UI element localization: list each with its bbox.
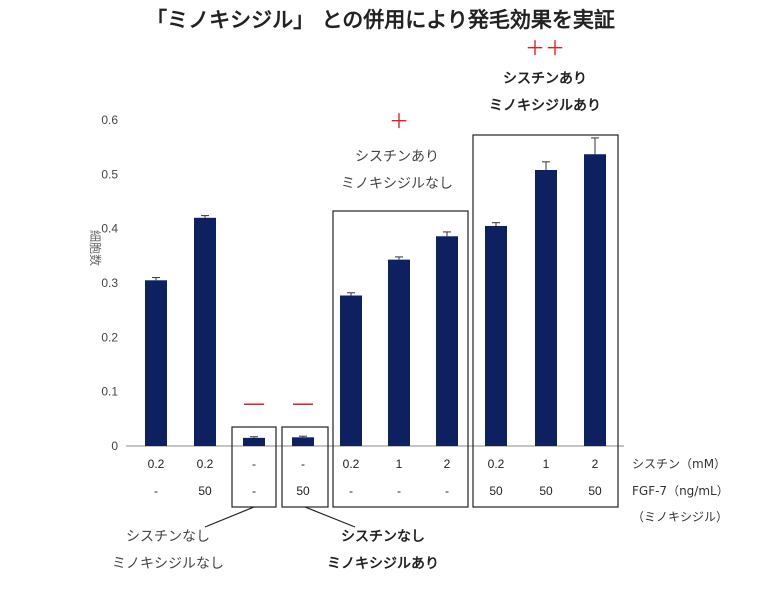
fgf-tick-label: - [445,484,449,498]
error-bar [443,231,451,237]
minus-mark-2: ― [293,391,313,415]
error-bar [347,292,355,296]
row-label-fgf: FGF-7（ng/mL） [632,484,729,498]
cystine-tick-label: 0.2 [488,457,505,471]
callout-line-left [204,506,255,528]
error-bar [299,435,307,438]
group1-label-line2: ミノキシジルなし [112,556,224,572]
error-bar [395,256,403,260]
fgf-tick-label: 50 [539,484,553,498]
callout-line-right [304,506,356,528]
y-axis-label: 細胞数 [88,230,103,266]
y-tick-label: 0.2 [101,330,118,344]
cystine-tick-label: 1 [396,457,403,471]
bar [584,154,606,447]
cystine-tick-label: - [252,457,256,471]
bar [292,437,314,446]
fgf-tick-label: - [154,484,158,498]
group2-label-line2: ミノキシジルあり [327,556,439,572]
cystine-tick-label: 0.2 [148,457,165,471]
y-tick-label: 0.4 [101,222,118,236]
group2-label-line1: シスチンなし [341,529,425,545]
bar [436,236,458,446]
fgf-tick-label: 50 [489,484,503,498]
group1-label-line1: シスチンなし [126,529,210,545]
error-bar [591,137,599,155]
fgf-tick-label: 50 [296,484,310,498]
y-tick-label: 0.3 [101,276,118,290]
bar [194,217,216,446]
cystine-tick-label: 0.2 [343,457,360,471]
y-tick-label: 0 [111,439,118,453]
cystine-tick-label: 0.2 [197,457,214,471]
error-bar [492,222,500,226]
error-bar [201,215,209,218]
bar [340,295,362,446]
error-bar [152,277,160,281]
cystine-tick-label: 1 [543,457,550,471]
group3-label-line2: ミノキシジルなし [341,176,453,192]
plus-mark: ＋ [389,109,409,133]
group-box-cystine-with-minoxidil [472,134,619,508]
fgf-tick-label: - [397,484,401,498]
y-tick-label: 0.6 [101,113,118,127]
fgf-tick-label: 50 [198,484,212,498]
cystine-tick-label: 2 [592,457,599,471]
double-plus-mark: ＋＋ [525,36,565,60]
bar [485,225,507,446]
fgf-tick-label: - [349,484,353,498]
bar [243,437,265,446]
y-tick-label: 0.5 [101,167,118,181]
bar [145,280,167,446]
y-tick-label: 0.1 [101,385,118,399]
minus-mark-1: ― [244,391,264,415]
bar [535,169,557,446]
error-bar [542,161,550,170]
group3-label-line1: シスチンあり [355,149,439,165]
cystine-tick-label: 2 [444,457,451,471]
fgf-tick-label: - [252,484,256,498]
group4-label-line1: シスチンあり [503,71,587,87]
chart-title: 「ミノキシジル」 との併用により発毛効果を実証 [146,8,615,32]
fgf-tick-label: 50 [588,484,602,498]
row-label-cystine: シスチン（mM） [632,457,726,471]
row-label-fgf-sub: （ミノキシジル） [632,510,728,524]
group4-label-line2: ミノキシジルあり [489,98,601,114]
cystine-tick-label: - [301,457,305,471]
error-bar [250,436,258,438]
bar [388,259,410,446]
group-box-cystine-no-minoxidil [332,210,469,508]
